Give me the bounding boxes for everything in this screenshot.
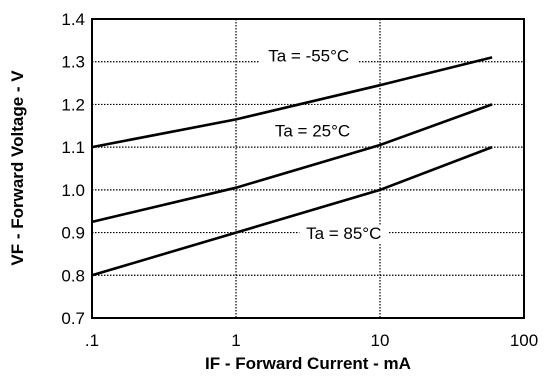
- annotation-bg-ta-25-c: [268, 122, 357, 142]
- x-tick-label-1: .1: [85, 331, 99, 350]
- annotation-ta-55-c: Ta = -55°C: [268, 47, 349, 66]
- x-tick-labels: .1 1 10 100: [85, 331, 538, 350]
- x-tick-label-10: 10: [371, 331, 390, 350]
- x-tick-label-100: 100: [510, 331, 538, 350]
- y-tick-label-1-1: 1.1: [61, 138, 85, 157]
- series-line-ta-85-c: [91, 145, 493, 277]
- series-line-ta-55-c: [91, 56, 493, 149]
- x-axis-title: IF - Forward Current - mA: [205, 354, 411, 373]
- x-tick-label-1: 1: [231, 331, 240, 350]
- y-tick-label-1-4: 1.4: [61, 10, 85, 29]
- y-tick-label-0-8: 0.8: [61, 266, 85, 285]
- y-tick-label-0-7: 0.7: [61, 309, 85, 328]
- y-tick-labels: 0.7 0.8 0.9 1.0 1.1 1.2 1.3 1.4: [61, 10, 85, 328]
- plot-frame: [91, 18, 525, 319]
- y-tick-label-1-2: 1.2: [61, 95, 85, 114]
- y-tick-label-1-3: 1.3: [61, 53, 85, 72]
- y-tick-label-1-0: 1.0: [61, 181, 85, 200]
- annotation-bg-ta-85-c: [299, 224, 389, 244]
- annotation-ta-85-c: Ta = 85°C: [306, 224, 381, 243]
- curve-annotations: Ta = -55°C Ta = 25°C Ta = 85°C: [259, 47, 389, 244]
- y-axis-title: VF - Forward Voltage - V: [8, 70, 27, 266]
- annotation-bg-ta-55-c: [259, 47, 358, 67]
- y-tick-label-0-9: 0.9: [61, 224, 85, 243]
- series-curves: [91, 56, 493, 277]
- annotation-ta-25-c: Ta = 25°C: [275, 121, 350, 140]
- series-line-ta-25-c: [91, 103, 493, 224]
